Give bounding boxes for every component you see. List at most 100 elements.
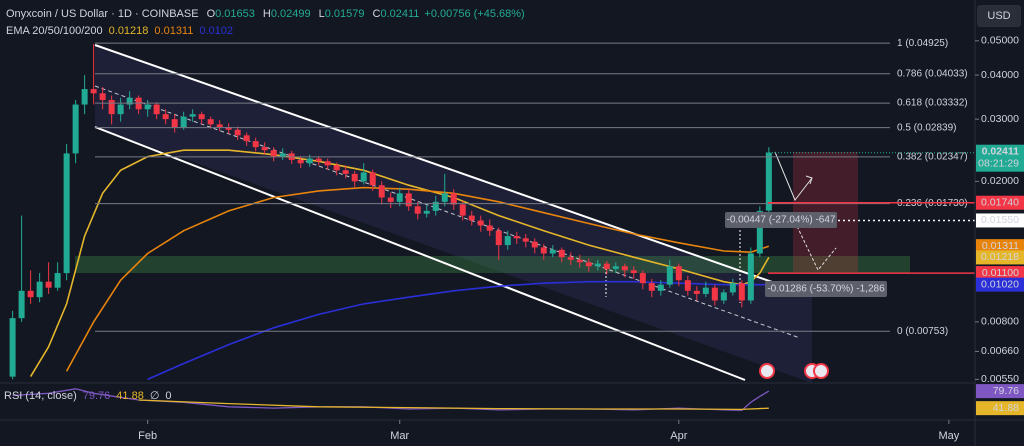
y-tick-label: 0.02000 <box>981 175 1019 187</box>
candle-body <box>729 283 736 293</box>
y-tick-label: 0.03000 <box>981 113 1019 125</box>
price-tag <box>976 250 1024 265</box>
candle-body <box>342 170 349 174</box>
candle-body <box>108 99 115 115</box>
fib-layer: 1 (0.04925) 0.786 (0.04033) 0.618 (0.03332… <box>95 38 968 337</box>
currency-label[interactable]: USD <box>987 10 1010 22</box>
price-tag <box>976 239 1024 254</box>
rsi-legend: RSI (14, close) 79.76 41.88 ∅ 0 <box>4 390 172 402</box>
candle-body <box>756 210 763 254</box>
candle-body <box>81 89 88 105</box>
drawings <box>75 44 910 383</box>
last-price-tag <box>976 144 1024 172</box>
candle-body <box>162 114 169 120</box>
candle-body <box>405 193 412 207</box>
fib-label: 1 (0.04925) <box>897 38 948 49</box>
x-tick-label: Apr <box>670 430 687 442</box>
y-tick-label: 0.00550 <box>981 373 1019 385</box>
candle-body <box>297 159 304 164</box>
ema-layer <box>29 149 770 381</box>
price-tag <box>976 266 1024 281</box>
fib-label: 0.786 (0.04033) <box>897 68 968 79</box>
price-tag <box>976 195 1024 210</box>
candle-body <box>270 150 277 157</box>
price-tag-label: 0.01311 <box>982 240 1019 252</box>
candle-body <box>648 283 655 291</box>
legend-item: ∅ <box>150 390 160 402</box>
candle-body <box>306 158 313 164</box>
candle-body <box>693 290 700 294</box>
legend-item: 0.01218 <box>109 25 149 37</box>
candle-body <box>234 129 241 136</box>
legend-item: +0.00756 (+45.68%) <box>424 8 524 20</box>
candle-body <box>189 114 196 117</box>
candle-body <box>666 266 673 285</box>
candle-body <box>45 281 52 288</box>
price-tag-label: 0.01020 <box>981 278 1019 290</box>
candle-body <box>171 119 178 128</box>
annotation: -0.00447 (-27.04%) -647 <box>727 215 836 226</box>
channel-upper <box>94 44 813 297</box>
annotation: -0.01286 (-53.70%) -1,286 <box>767 284 885 295</box>
price-tag-label: 0.01550 <box>981 214 1019 226</box>
candle-body <box>207 119 214 125</box>
price-tag-label: 0.01100 <box>982 267 1019 279</box>
candle-body <box>261 147 268 151</box>
projection-arrow <box>794 221 837 271</box>
legend-item: 0.01579 <box>325 8 365 20</box>
candle-body <box>522 238 529 242</box>
ema-line <box>147 280 769 381</box>
candle-body <box>243 135 250 142</box>
labels-layer: 0.0241108:21:290.017400.015500.013110.01… <box>728 144 1024 292</box>
legend-item: EMA 20/50/100/200 <box>6 25 103 37</box>
y-tick-label: 0.00660 <box>981 345 1019 357</box>
candle-body <box>225 127 232 130</box>
y-tick-label: 0.05000 <box>981 35 1019 47</box>
candle-body <box>531 241 538 248</box>
candle-body <box>495 230 502 246</box>
arrow-head <box>805 175 813 185</box>
candle-body <box>603 263 610 269</box>
candle-body <box>612 266 619 269</box>
candle-body <box>216 124 223 128</box>
price-tag <box>976 277 1024 292</box>
candle-body <box>9 318 16 377</box>
candle-body <box>198 114 205 120</box>
legend-item: H <box>263 8 271 20</box>
candle-body <box>54 273 61 288</box>
candle-body <box>621 266 628 271</box>
candle-body <box>126 97 133 105</box>
candle-body <box>387 197 394 202</box>
support-zone <box>75 256 910 273</box>
candle-body <box>639 273 646 284</box>
x-tick-label: May <box>939 430 960 442</box>
rsi-tag <box>976 401 1024 416</box>
candle-body <box>657 284 664 291</box>
fib-label: 0.236 (0.01730) <box>897 198 968 209</box>
candle-body <box>459 204 466 216</box>
event-icon <box>759 363 775 379</box>
event-icon <box>813 363 829 379</box>
candle-body <box>549 249 556 254</box>
legend-item: 0.01311 <box>154 25 193 37</box>
candle-body <box>684 280 691 291</box>
candle-body <box>369 172 376 186</box>
candle-body <box>504 236 511 246</box>
rsi-line <box>12 388 770 412</box>
fib-label: 0.5 (0.02839) <box>897 122 957 133</box>
candle-body <box>144 104 151 110</box>
candle-body <box>153 104 160 115</box>
channel-mid <box>94 85 801 339</box>
candle-body <box>63 153 70 274</box>
currency-button[interactable] <box>977 5 1021 27</box>
candle-body <box>468 215 475 221</box>
candle-body <box>279 153 286 157</box>
candle-body <box>432 201 439 211</box>
candle-body <box>315 158 322 162</box>
fib-label: 0 (0.00753) <box>897 326 948 337</box>
candle-body <box>702 287 709 294</box>
candle-body <box>36 281 43 298</box>
price-tag-label: 0.01218 <box>981 251 1019 263</box>
candle-body <box>513 236 520 239</box>
